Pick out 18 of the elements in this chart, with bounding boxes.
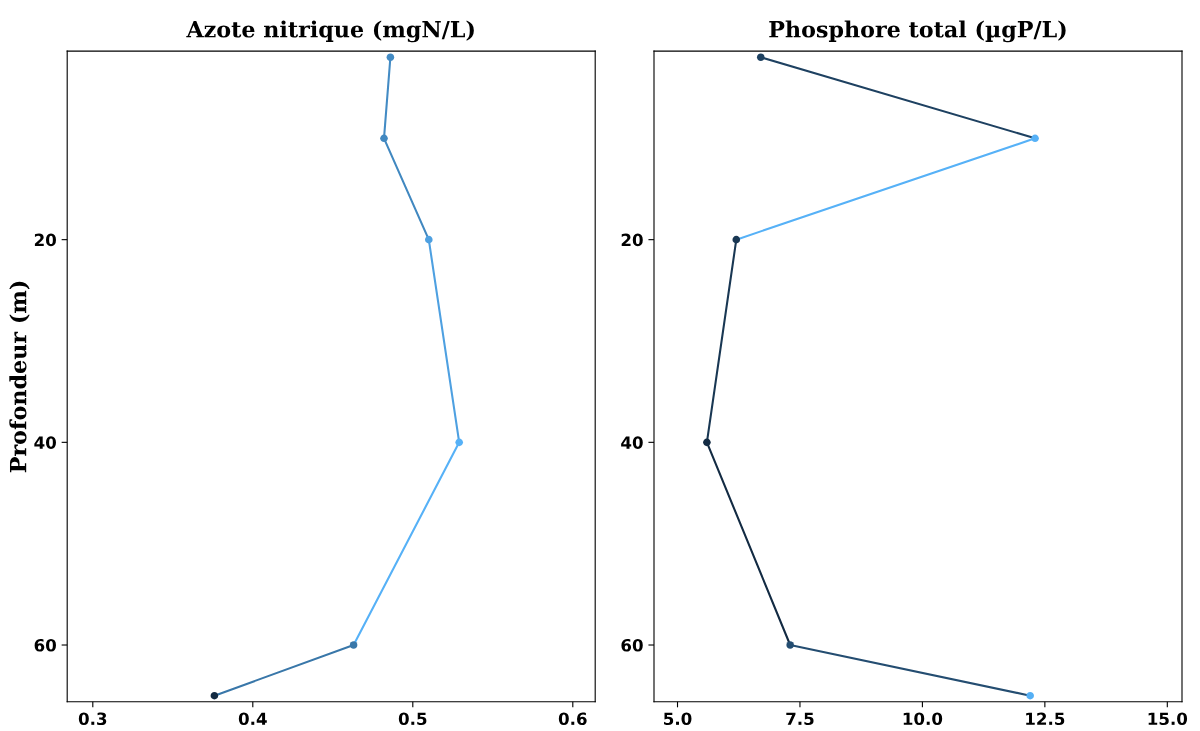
y-tick-label: 60 <box>621 638 643 652</box>
y-tick-label: 60 <box>34 638 56 652</box>
x-tick-label: 7.5 <box>786 712 814 726</box>
x-tick-label: 5.0 <box>664 712 692 726</box>
x-tick-label: 0.5 <box>398 712 427 726</box>
y-tick-label: 40 <box>621 436 643 449</box>
y-axis-title: Profondeur (m) <box>9 281 30 473</box>
x-tick-label: 12.5 <box>1026 712 1065 726</box>
chart-title: Phosphore total (µgP/L) <box>769 20 1066 43</box>
x-tick-label: 15.0 <box>1148 712 1188 726</box>
x-tick-label: 10.0 <box>903 712 943 726</box>
x-tick-label: 0.6 <box>558 712 587 726</box>
y-tick-label: 40 <box>34 436 56 449</box>
y-tick-label: 20 <box>621 233 643 247</box>
x-tick-label: 0.3 <box>78 712 107 726</box>
x-tick-label: 0.4 <box>238 712 267 726</box>
y-tick-label: 20 <box>34 233 56 247</box>
chart-title: Azote nitrique (mgN/L) <box>186 20 474 43</box>
